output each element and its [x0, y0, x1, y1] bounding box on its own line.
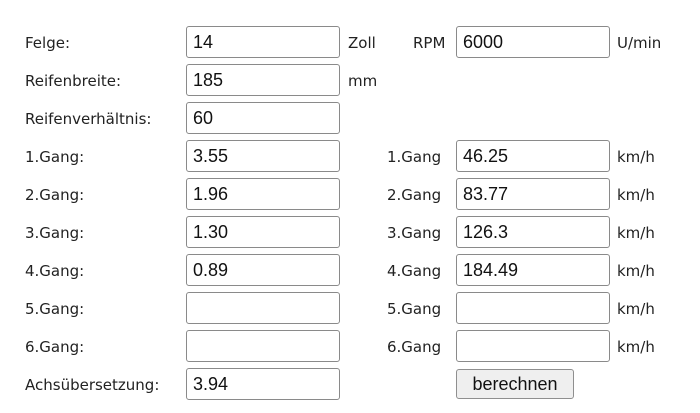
gear-3-speed-output[interactable]: 126.3 — [456, 216, 610, 248]
berechnen-button[interactable]: berechnen — [456, 369, 574, 399]
gear-5-unit: km/h — [617, 300, 655, 318]
gear-2-speed-output[interactable]: 83.77 — [456, 178, 610, 210]
gear-3-ratio-input[interactable]: 1.30 — [186, 216, 340, 248]
gear-6-result-label: 6.Gang — [387, 338, 442, 356]
reifenbreite-label: Reifenbreite: — [25, 72, 122, 90]
gear-2-label: 2.Gang: — [25, 186, 85, 204]
gear-1-speed-output[interactable]: 46.25 — [456, 140, 610, 172]
felge-input[interactable]: 14 — [186, 26, 340, 58]
gear-3-unit: km/h — [617, 224, 655, 242]
gear-3-result-label: 3.Gang — [387, 224, 442, 242]
reifenbreite-input[interactable]: 185 — [186, 64, 340, 96]
gear-3-label: 3.Gang: — [25, 224, 85, 242]
felge-label: Felge: — [25, 34, 71, 52]
rpm-label: RPM — [413, 34, 446, 52]
gear-1-label: 1.Gang: — [25, 148, 85, 166]
gear-5-label: 5.Gang: — [25, 300, 85, 318]
achsuebersetzung-label: Achsübersetzung: — [25, 376, 160, 394]
achsuebersetzung-input[interactable]: 3.94 — [186, 368, 340, 400]
gear-6-ratio-input[interactable] — [186, 330, 340, 362]
gear-5-result-label: 5.Gang — [387, 300, 442, 318]
felge-unit: Zoll — [348, 34, 376, 52]
reifenverhaeltnis-input[interactable]: 60 — [186, 102, 340, 134]
gear-4-label: 4.Gang: — [25, 262, 85, 280]
gear-2-unit: km/h — [617, 186, 655, 204]
gear-6-unit: km/h — [617, 338, 655, 356]
gear-4-unit: km/h — [617, 262, 655, 280]
gear-2-ratio-input[interactable]: 1.96 — [186, 178, 340, 210]
reifenverhaeltnis-label: Reifenverhältnis: — [25, 110, 152, 128]
gear-2-result-label: 2.Gang — [387, 186, 442, 204]
rpm-input[interactable]: 6000 — [456, 26, 610, 58]
rpm-unit: U/min — [617, 34, 662, 52]
gear-1-ratio-input[interactable]: 3.55 — [186, 140, 340, 172]
gear-4-ratio-input[interactable]: 0.89 — [186, 254, 340, 286]
gear-6-speed-output[interactable] — [456, 330, 610, 362]
gear-5-speed-output[interactable] — [456, 292, 610, 324]
gear-4-speed-output[interactable]: 184.49 — [456, 254, 610, 286]
gear-1-unit: km/h — [617, 148, 655, 166]
gear-6-label: 6.Gang: — [25, 338, 85, 356]
gear-5-ratio-input[interactable] — [186, 292, 340, 324]
gear-4-result-label: 4.Gang — [387, 262, 442, 280]
reifenbreite-unit: mm — [348, 72, 378, 90]
gear-1-result-label: 1.Gang — [387, 148, 442, 166]
